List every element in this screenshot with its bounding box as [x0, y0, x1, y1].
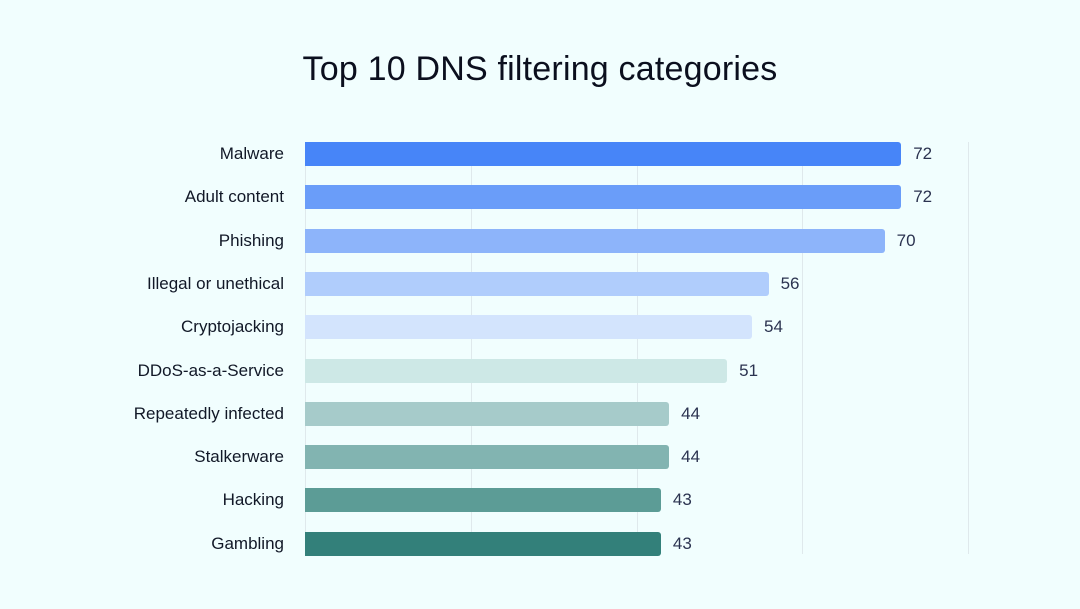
value-label: 43: [672, 533, 692, 553]
category-label: DDoS-as-a-Service: [137, 360, 284, 380]
gridline: [305, 142, 306, 554]
value-label: 43: [672, 490, 692, 510]
category-label: Hacking: [222, 490, 284, 510]
category-label: Cryptojacking: [181, 317, 284, 337]
value-label: 70: [896, 230, 916, 250]
gridline: [470, 142, 472, 554]
bar-row: Gambling 43: [211, 531, 968, 556]
bar: [305, 185, 902, 210]
bar-row: Adult content 72: [185, 185, 968, 210]
category-label: Repeatedly infected: [133, 403, 284, 423]
gridline: [802, 142, 804, 554]
category-label: Adult content: [184, 187, 284, 207]
bar-row: Malware 72: [220, 142, 968, 166]
bar-row: Repeatedly infected 44: [134, 401, 968, 426]
value-label: 54: [764, 317, 783, 337]
chart-title: Top 10 DNS filtering categories: [302, 50, 778, 88]
bar: [305, 228, 885, 253]
bar-row: Hacking 43: [223, 488, 968, 513]
gridline: [636, 142, 638, 554]
value-label: 56: [780, 273, 800, 293]
bar-row: Phishing 70: [219, 228, 968, 253]
bar-row: DDoS-as-a-Service 51: [138, 358, 968, 383]
bar: [305, 445, 670, 470]
value-label: 51: [739, 360, 759, 380]
bar: [305, 358, 728, 383]
category-label: Stalkerware: [194, 447, 284, 467]
bar: [305, 488, 661, 513]
bar: [305, 142, 902, 166]
bar-row: Stalkerware 44: [194, 445, 968, 470]
value-label: 44: [681, 403, 701, 423]
plot-area: Malware 72 Adult content 72 Phishing 70 Illega…: [134, 142, 969, 556]
bar: [305, 531, 661, 556]
value-label: 72: [913, 144, 933, 163]
bar: [305, 315, 753, 340]
bar: [305, 401, 670, 426]
category-label: Phishing: [218, 230, 284, 250]
bar: [305, 271, 769, 296]
value-label: 44: [681, 447, 701, 467]
bar-row: Illegal or unethical 56: [147, 271, 968, 296]
category-label: Illegal or unethical: [146, 273, 284, 293]
category-label: Malware: [219, 144, 284, 163]
category-label: Gambling: [211, 533, 284, 553]
bar-row: Cryptojacking 54: [181, 315, 968, 340]
value-label: 72: [913, 187, 933, 207]
gridline: [968, 142, 969, 554]
